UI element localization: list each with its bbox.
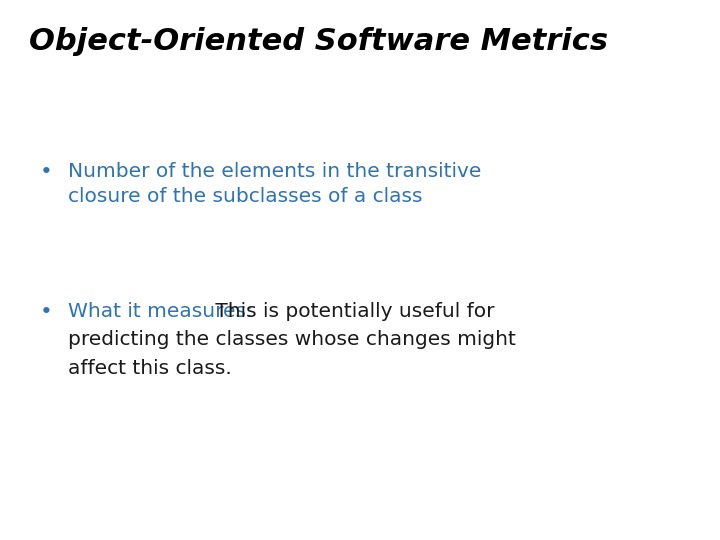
Text: This is potentially useful for: This is potentially useful for xyxy=(209,302,495,321)
Text: What it measures:: What it measures: xyxy=(68,302,253,321)
Text: Object-Oriented Software Metrics: Object-Oriented Software Metrics xyxy=(29,27,608,56)
Text: •: • xyxy=(40,162,53,182)
Text: predicting the classes whose changes might: predicting the classes whose changes mig… xyxy=(68,330,516,349)
Text: Number of the elements in the transitive
closure of the subclasses of a class: Number of the elements in the transitive… xyxy=(68,162,482,206)
Text: •: • xyxy=(40,302,53,322)
Text: affect this class.: affect this class. xyxy=(68,359,232,377)
